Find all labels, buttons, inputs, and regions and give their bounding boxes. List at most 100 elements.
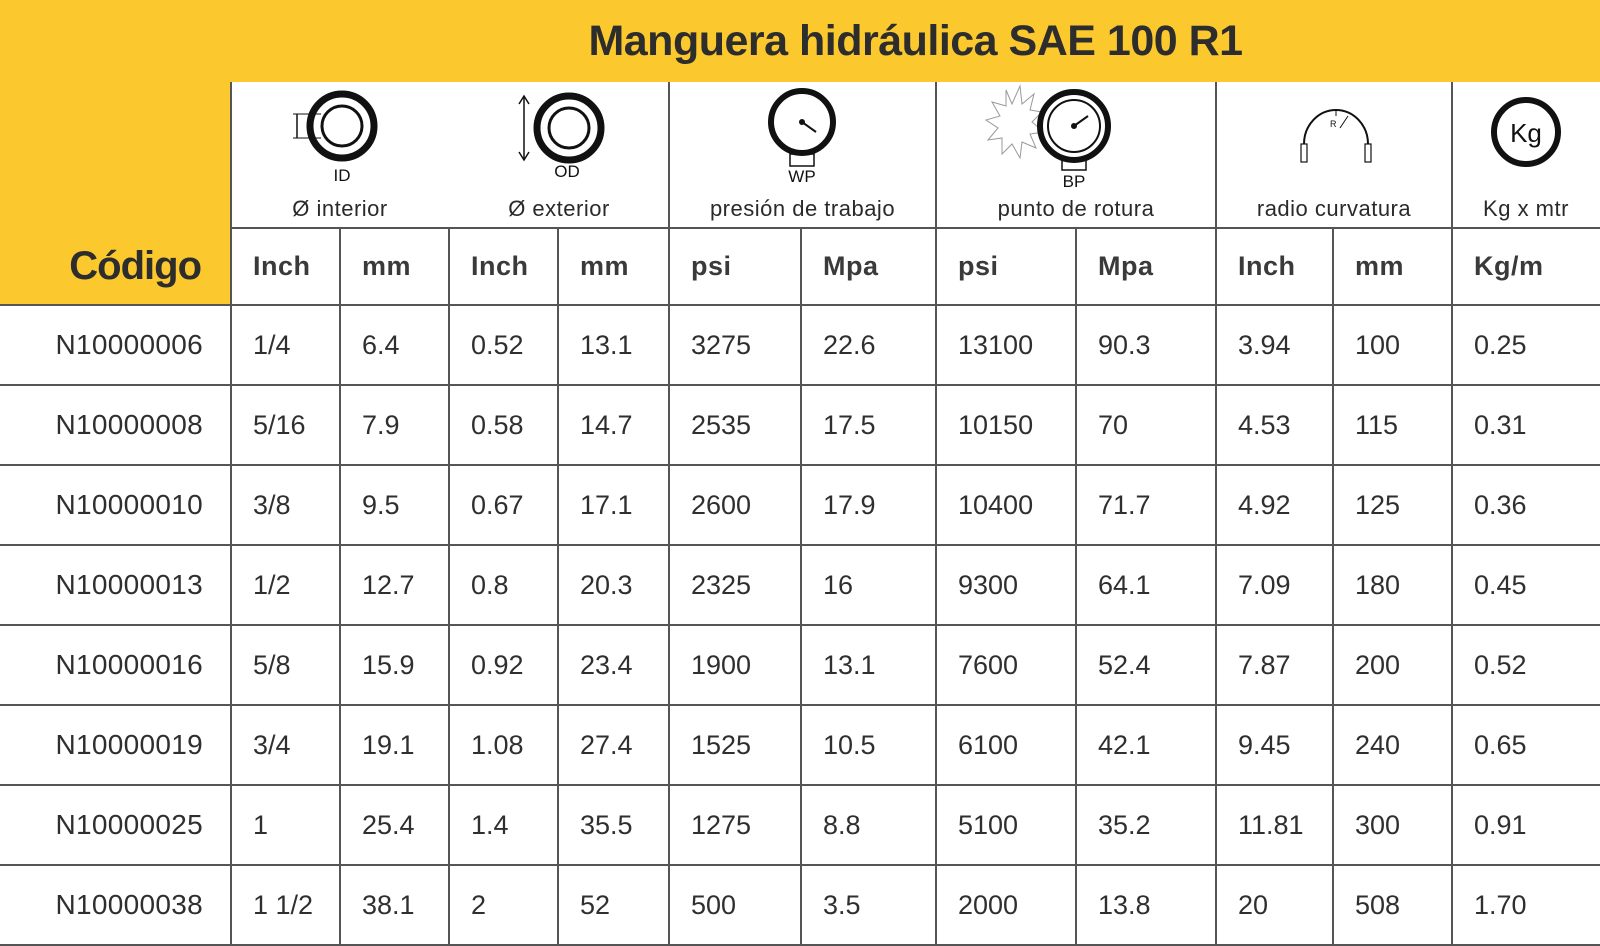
table-cell: 5/16 xyxy=(253,409,306,440)
row-divider xyxy=(0,784,1600,786)
table-cell: 4.53 xyxy=(1238,409,1291,440)
group-label: Ø exterior xyxy=(508,196,610,221)
table-cell: 2000 xyxy=(958,889,1019,920)
table-cell: 10.5 xyxy=(823,729,876,760)
table-cell: 115 xyxy=(1355,409,1399,440)
column-divider xyxy=(668,82,670,945)
table-cell: 38.1 xyxy=(362,889,415,920)
row-code: N10000025 xyxy=(55,809,203,840)
row-code: N10000038 xyxy=(55,889,203,920)
bend-radius-icon: R xyxy=(1300,109,1372,163)
table-cell: 0.52 xyxy=(471,329,524,360)
column-divider xyxy=(1215,82,1217,945)
table-cell: 125 xyxy=(1355,489,1401,520)
table-cell: 13.8 xyxy=(1098,889,1151,920)
row-code: N10000010 xyxy=(55,489,203,520)
code-header-band xyxy=(0,0,231,305)
table-cell: 1.08 xyxy=(471,729,524,760)
row-divider xyxy=(231,304,1600,306)
table-cell: 2325 xyxy=(691,569,752,600)
pressure-gauge-icon: WP xyxy=(768,88,836,186)
title-band xyxy=(0,0,1600,82)
unit-header: mm xyxy=(580,251,630,281)
table-cell: 1 1/2 xyxy=(253,889,314,920)
row-divider xyxy=(0,464,1600,466)
table-cell: 2535 xyxy=(691,409,752,440)
table-cell: 10150 xyxy=(958,409,1034,440)
column-divider xyxy=(1332,228,1334,945)
unit-header: Inch xyxy=(1238,251,1296,281)
row-divider xyxy=(0,624,1600,626)
table-cell: 90.3 xyxy=(1098,329,1151,360)
table-cell: 16 xyxy=(823,569,854,600)
row-divider xyxy=(0,864,1600,866)
burst-gauge-icon: BP xyxy=(984,84,1111,191)
table-cell: 5100 xyxy=(958,809,1019,840)
table-cell: 300 xyxy=(1355,809,1401,840)
weight-icon: Kg xyxy=(1491,97,1561,167)
table-cell: 17.1 xyxy=(580,489,633,520)
table-cell: 3/4 xyxy=(253,729,291,760)
column-divider xyxy=(935,82,937,945)
table-cell: 1.70 xyxy=(1474,889,1527,920)
table-cell: 14.7 xyxy=(580,409,633,440)
table-cell: 3.94 xyxy=(1238,329,1291,360)
table-cell: 0.36 xyxy=(1474,489,1527,520)
code-column-header: Código xyxy=(69,244,202,288)
row-code: N10000006 xyxy=(55,329,203,360)
row-divider xyxy=(0,704,1600,706)
table-cell: 19.1 xyxy=(362,729,415,760)
table-cell: 13100 xyxy=(958,329,1034,360)
unit-header: Mpa xyxy=(823,251,879,281)
table-cell: 7.09 xyxy=(1238,569,1291,600)
unit-header: Mpa xyxy=(1098,251,1154,281)
table-cell: 11.81 xyxy=(1238,809,1304,840)
table-cell: 240 xyxy=(1355,729,1401,760)
svg-text:WP: WP xyxy=(788,167,815,186)
unit-header: Inch xyxy=(471,251,529,281)
row-divider xyxy=(0,384,1600,386)
table-cell: 1900 xyxy=(691,649,752,680)
table-cell: 17.5 xyxy=(823,409,876,440)
table-cell: 1275 xyxy=(691,809,752,840)
table-cell: 7.9 xyxy=(362,409,400,440)
table-cell: 0.92 xyxy=(471,649,524,680)
group-inner-diameter: ID Ø interior xyxy=(231,82,449,228)
row-code: N10000016 xyxy=(55,649,203,680)
table-cell: 20 xyxy=(1238,889,1269,920)
table-cell: 71.7 xyxy=(1098,489,1151,520)
unit-header: mm xyxy=(362,251,412,281)
table-cell: 17.9 xyxy=(823,489,876,520)
column-divider xyxy=(1451,82,1453,945)
svg-text:R: R xyxy=(1330,119,1337,129)
table-cell: 70 xyxy=(1098,409,1129,440)
group-label: presión de trabajo xyxy=(709,196,896,221)
group-label: radio curvatura xyxy=(1256,196,1412,221)
table-cell: 4.92 xyxy=(1238,489,1291,520)
row-divider xyxy=(0,304,231,306)
table-cell: 23.4 xyxy=(580,649,633,680)
row-code: N10000019 xyxy=(55,729,203,760)
table-cell: 35.2 xyxy=(1098,809,1151,840)
group-label: Kg x mtr xyxy=(1483,196,1569,221)
row-code: N10000008 xyxy=(55,409,203,440)
table-cell: 1/4 xyxy=(253,329,291,360)
table-cell: 100 xyxy=(1355,329,1401,360)
column-divider xyxy=(1075,228,1077,945)
page-title: Manguera hidráulica SAE 100 R1 xyxy=(588,16,1243,65)
table-cell: 508 xyxy=(1355,889,1401,920)
group-weight: Kg Kg x mtr xyxy=(1452,82,1600,228)
unit-header: mm xyxy=(1355,251,1405,281)
table-cell: 0.25 xyxy=(1474,329,1527,360)
row-code: N10000013 xyxy=(55,569,203,600)
unit-header: Kg/m xyxy=(1474,251,1544,281)
table-cell: 0.58 xyxy=(471,409,524,440)
table-cell: 42.1 xyxy=(1098,729,1151,760)
unit-header: psi xyxy=(691,251,732,281)
svg-text:OD: OD xyxy=(554,162,580,181)
group-burst-point: BP punto de rotura xyxy=(936,82,1216,228)
table-cell: 1.4 xyxy=(471,809,509,840)
table-cell: 0.45 xyxy=(1474,569,1527,600)
table-cell: 35.5 xyxy=(580,809,633,840)
table-cell: 9300 xyxy=(958,569,1019,600)
